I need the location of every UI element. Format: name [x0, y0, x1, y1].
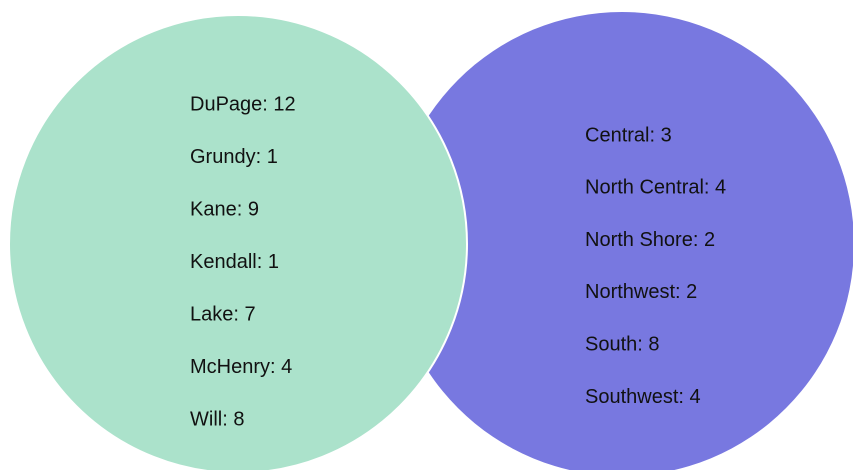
list-item: DuPage: 12 — [190, 93, 296, 115]
list-item: Northwest: 2 — [585, 281, 697, 303]
list-item: Will: 8 — [190, 408, 244, 430]
list-item: Central: 3 — [585, 124, 672, 146]
list-item: Grundy: 1 — [190, 146, 278, 168]
list-item: McHenry: 4 — [190, 356, 292, 378]
list-item: North Central: 4 — [585, 177, 726, 199]
list-item: Southwest: 4 — [585, 386, 701, 408]
right-circle — [390, 12, 853, 470]
left-list: DuPage: 12 Grundy: 1 Kane: 9 Kendall: 1 Lake… — [190, 93, 296, 430]
right-list: Central: 3 North Central: 4 North Shore: 2… — [585, 124, 726, 408]
list-item: Lake: 7 — [190, 303, 256, 325]
list-item: Kendall: 1 — [190, 251, 279, 273]
list-item: South: 8 — [585, 333, 660, 355]
list-item: North Shore: 2 — [585, 229, 715, 251]
left-circle — [8, 14, 468, 470]
list-item: Kane: 9 — [190, 198, 259, 220]
